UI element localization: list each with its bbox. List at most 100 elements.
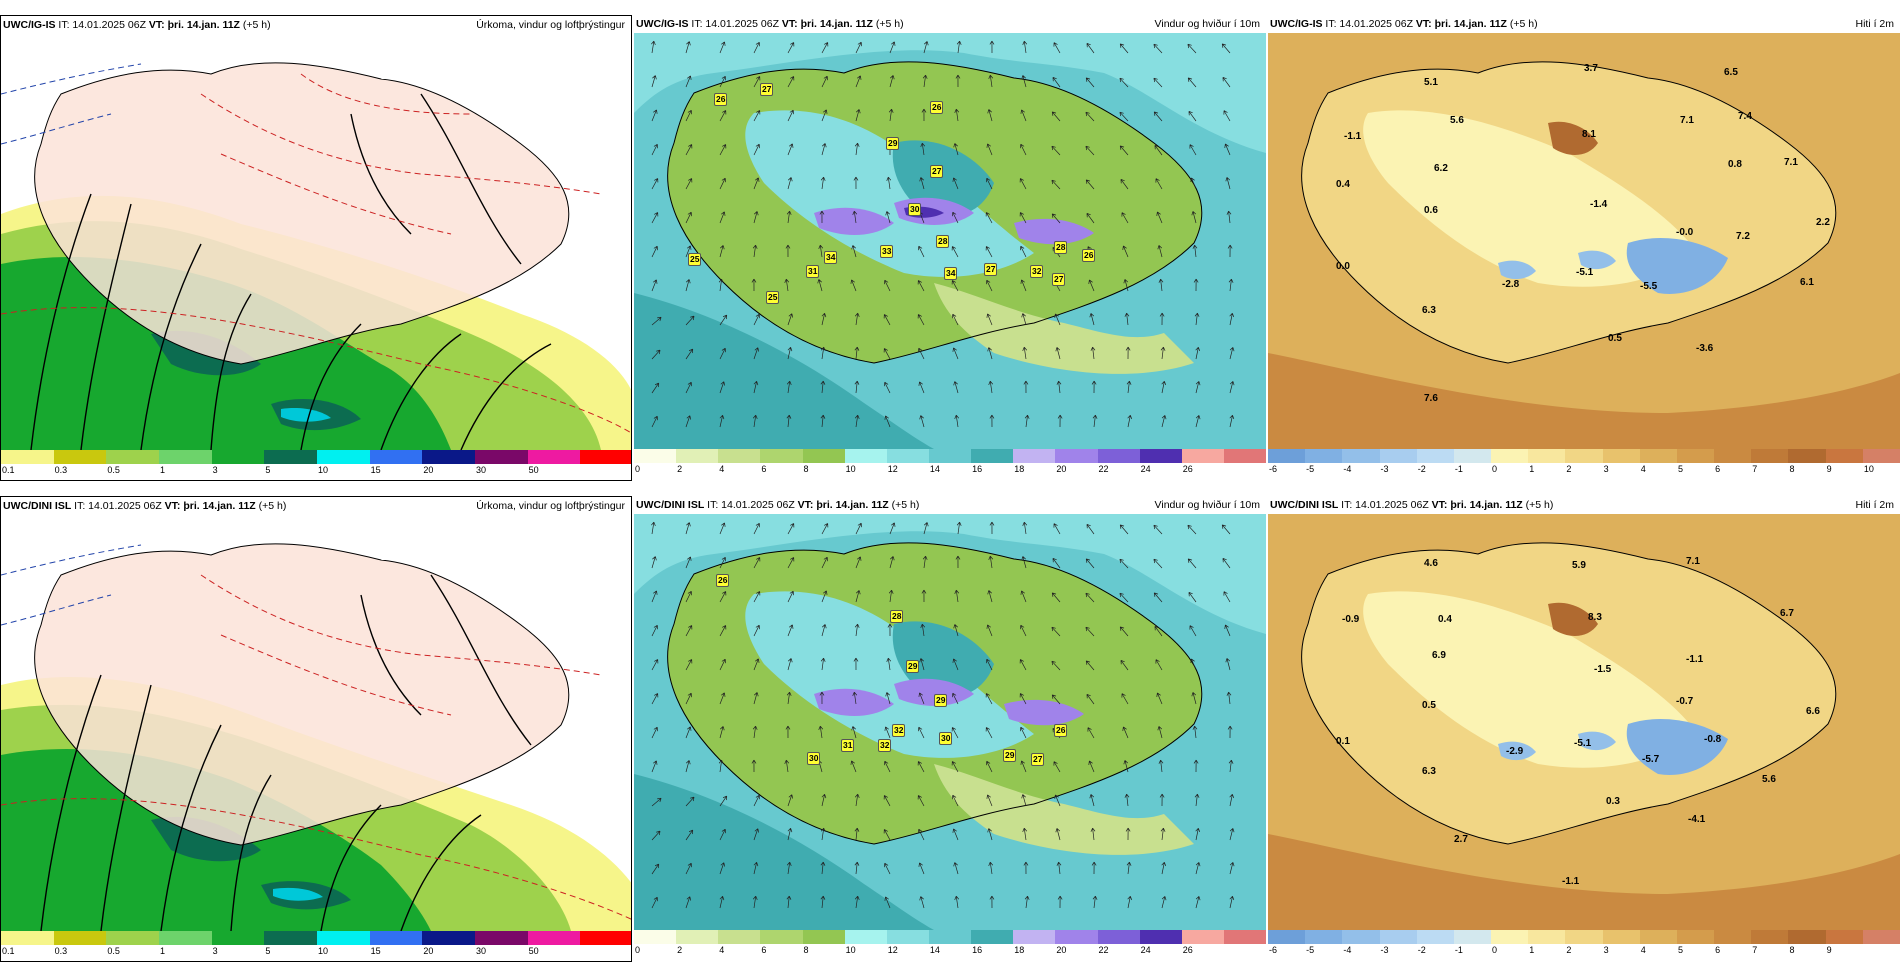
panel-title: Hiti í 2m (1855, 499, 1894, 511)
wind-arrow (1053, 42, 1061, 54)
wind-arrow (1085, 77, 1095, 88)
wind-colorbar-tick-label: 22 (1098, 464, 1109, 474)
precip-colorbar-tick-label: 5 (265, 465, 271, 475)
wind-arrow (719, 381, 726, 394)
wind-arrow (855, 109, 861, 122)
wind-arrow (883, 829, 891, 841)
wind-arrow (855, 590, 861, 603)
gust-label: 27 (1031, 753, 1045, 766)
wind-arrow (853, 657, 859, 671)
panel-title: Vindur og hviður í 10m (1154, 18, 1260, 30)
init-time: IT: 14.01.2025 06Z (1341, 499, 1429, 511)
forecast-offset: (+5 h) (891, 499, 920, 511)
wind-arrow (917, 280, 925, 292)
wind-arrow (787, 42, 795, 54)
precip-map (1, 34, 631, 450)
wind-arrow (753, 76, 761, 88)
wind-arrow (651, 797, 662, 807)
wind-arrow (718, 278, 724, 292)
wind-arrow (1225, 658, 1231, 671)
temp-colorbar-tick-label: 9 (1826, 945, 1832, 955)
valid-time: þri. 14.jan. 11Z (816, 499, 889, 511)
temperature-value: 6.3 (1422, 766, 1436, 777)
temperature-value: -0.8 (1704, 734, 1722, 745)
wind-arrow (685, 692, 692, 705)
temperature-value: -1.4 (1590, 199, 1608, 210)
wind-arrow (953, 862, 959, 875)
wind-colorbar-swatch (886, 930, 929, 944)
panel-header: UWC/IG-IS IT: 14.01.2025 06Z VT: þri. 14… (634, 15, 1266, 33)
wind-arrow (889, 522, 896, 535)
wind-arrow (819, 210, 825, 224)
wind-colorbar-swatch (760, 930, 803, 944)
temp-colorbar-swatch (1639, 449, 1677, 463)
wind-colorbar-tick-label: 8 (803, 464, 809, 474)
gust-label: 30 (908, 203, 922, 216)
temp-colorbar-tick-label: 9 (1826, 464, 1832, 474)
temp-colorbar-labels: -6 -5 -4 -3 -2 -1 0 1 2 3 4 5 6 7 8 9 10 (1268, 464, 1900, 476)
wind-arrow (1155, 178, 1163, 190)
wind-arrow (787, 143, 794, 156)
temperature-value: 7.2 (1736, 231, 1750, 242)
wind-colorbar-swatch (928, 930, 972, 944)
gust-label: 31 (806, 265, 820, 278)
wind-arrow (884, 760, 891, 773)
gust-label: 30 (807, 752, 821, 765)
precip-colorbar-swatch (317, 450, 370, 464)
wind-arrow (787, 828, 793, 841)
wind-arrow (753, 211, 759, 224)
panel-header: UWC/DINI ISL IT: 14.01.2025 06Z VT: þri.… (634, 496, 1266, 514)
wind-arrow (1188, 591, 1197, 603)
gust-label: 28 (936, 235, 950, 248)
temp-colorbar-swatch (1416, 930, 1454, 944)
wind-arrow (1124, 312, 1130, 326)
wind-arrow (1019, 659, 1027, 671)
temperature-value: 0.4 (1336, 179, 1350, 190)
gust-label: 32 (892, 724, 906, 737)
wind-arrow (1085, 145, 1095, 156)
wind-arrow (651, 896, 658, 909)
wind-arrow (918, 381, 925, 394)
wind-arrow (1154, 625, 1163, 637)
wind-arrow (953, 624, 959, 637)
temp-colorbar-tick-label: -4 (1343, 464, 1352, 474)
wind-arrow (1187, 558, 1197, 569)
wind-arrow (753, 658, 760, 671)
precip-colorbar-tick-label: 20 (423, 465, 434, 475)
wind-arrow (651, 521, 656, 535)
temp-colorbar-swatch (1491, 930, 1529, 944)
wind-arrow (986, 279, 993, 292)
temp-colorbar-swatch (1862, 449, 1900, 463)
wind-arrow (952, 828, 959, 841)
wind-colorbar-tick-label: 4 (719, 945, 725, 955)
wind-arrow (1195, 862, 1201, 875)
temperature-value: -1.1 (1344, 131, 1362, 142)
temp-colorbar-swatch (1788, 449, 1826, 463)
wind-arrow (1052, 557, 1061, 569)
wind-arrow (719, 658, 726, 671)
wind-arrow (1051, 111, 1061, 122)
precip-colorbar-tick-label: 0.3 (54, 946, 68, 956)
wind-arrow (1019, 178, 1027, 190)
wind-colorbar-tick-label: 4 (719, 464, 725, 474)
wind-arrow (985, 246, 993, 258)
temperature-value: 0.1 (1336, 736, 1350, 747)
wind-colorbar-tick-label: 6 (761, 945, 767, 955)
wind-arrow (955, 74, 961, 88)
wind-arrow (1189, 144, 1197, 156)
wind-arrow (1120, 659, 1129, 671)
temperature-value: -0.7 (1676, 696, 1694, 707)
wind-arrow (919, 177, 925, 190)
wind-arrow (1020, 760, 1027, 773)
wind-arrow (921, 108, 927, 122)
wind-arrow (819, 691, 825, 705)
wind-arrow (918, 245, 925, 258)
wind-arrow (1024, 895, 1030, 909)
valid-time-label: VT: (797, 499, 814, 511)
precip-colorbar-swatch (317, 931, 370, 945)
init-time: IT: 14.01.2025 06Z (74, 500, 162, 512)
wind-arrow (988, 555, 994, 569)
precip-colorbar-swatch (1, 450, 54, 464)
wind-arrow (753, 624, 760, 637)
wind-arrow (989, 414, 995, 428)
